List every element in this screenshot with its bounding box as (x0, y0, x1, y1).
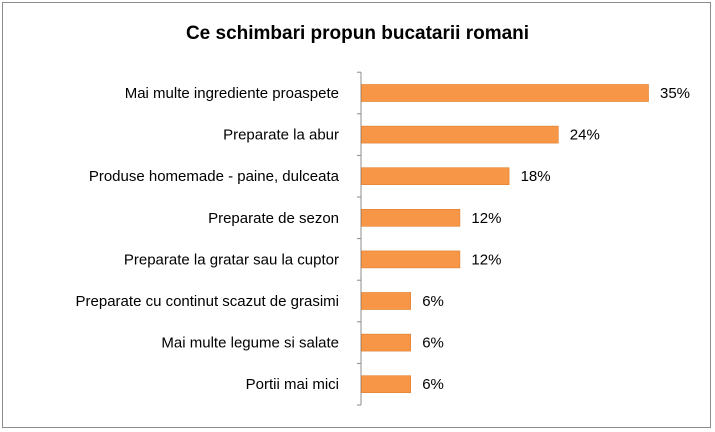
bar (361, 292, 412, 310)
data-label: 18% (521, 168, 551, 185)
data-label: 35% (660, 85, 690, 102)
category-label: Preparate la gratar sau la cuptor (124, 251, 339, 268)
bar (361, 167, 510, 185)
category-label: Preparate cu continut scazut de grasimi (76, 293, 339, 310)
chart-title: Ce schimbari propun bucatarii romani (185, 23, 530, 44)
data-label: 6% (422, 376, 444, 393)
category-label: Portii mai mici (246, 376, 339, 393)
data-label: 6% (422, 335, 444, 352)
bar (361, 250, 461, 269)
data-label: 6% (422, 293, 444, 310)
chart-frame: Ce schimbari propun bucatarii romani Mai… (2, 2, 711, 428)
bar (361, 209, 461, 227)
bar (361, 125, 559, 144)
bar (361, 375, 412, 394)
bar (361, 333, 412, 352)
category-label: Mai multe legume si salate (161, 335, 339, 352)
data-label: 24% (570, 127, 600, 144)
data-label: 12% (471, 251, 501, 268)
bar-chart: Mai multe ingrediente proaspete 35% Prepar… (76, 71, 690, 406)
category-label: Preparate la abur (223, 127, 339, 144)
data-label: 12% (471, 210, 501, 227)
bar (361, 84, 649, 102)
category-label: Produse homemade - paine, dulceata (89, 168, 340, 185)
category-label: Mai multe ingrediente proaspete (125, 85, 339, 102)
category-label: Preparate de sezon (208, 210, 339, 227)
